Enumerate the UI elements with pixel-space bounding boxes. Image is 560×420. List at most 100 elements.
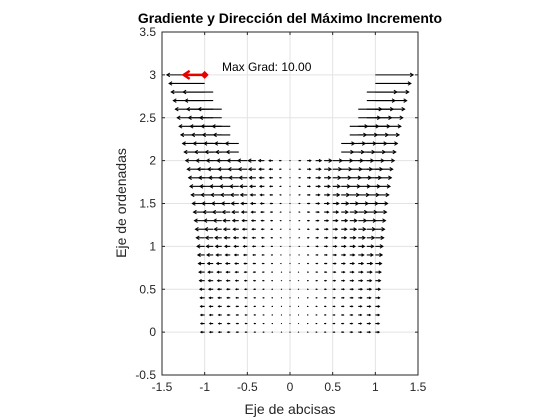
field-arrow-head xyxy=(235,331,238,334)
chart-title: Gradiente y Dirección del Máximo Increme… xyxy=(138,10,442,26)
field-arrow-head xyxy=(205,158,210,163)
field-arrow-head xyxy=(378,270,382,274)
field-arrow-head xyxy=(253,288,255,291)
field-arrow-head xyxy=(353,218,358,223)
field-arrow-head xyxy=(172,98,177,103)
field-arrow xyxy=(297,322,300,325)
field-arrow-head xyxy=(388,175,393,181)
field-arrow-head xyxy=(217,305,221,308)
field-arrow-head xyxy=(324,331,327,333)
field-arrow-head xyxy=(223,235,228,240)
field-arrow-head xyxy=(257,158,262,163)
field-arrow-head xyxy=(377,304,381,308)
field-arrow-head xyxy=(240,210,245,214)
field-arrow-head xyxy=(217,166,222,172)
field-arrow-head xyxy=(352,235,357,240)
field-arrow-head xyxy=(226,322,229,325)
field-arrow-head xyxy=(207,287,211,291)
field-arrow-head xyxy=(195,235,200,241)
y-tick-label: -0.5 xyxy=(135,368,156,382)
field-arrow-head xyxy=(351,313,354,317)
field-arrow xyxy=(280,331,283,333)
field-arrow-head xyxy=(243,270,246,274)
field-arrow-head xyxy=(225,288,229,291)
field-arrow-head xyxy=(409,72,415,78)
field-arrow-head xyxy=(214,244,219,249)
field-arrow-head xyxy=(369,279,373,283)
field-arrow-head xyxy=(343,236,348,240)
field-arrow xyxy=(289,185,291,187)
field-arrow-head xyxy=(253,296,256,299)
field-arrow-head xyxy=(244,322,247,325)
field-arrow-head xyxy=(392,149,397,155)
x-tick-label: 0.5 xyxy=(324,380,341,394)
field-arrow-head xyxy=(219,184,224,189)
field-arrow-head xyxy=(359,313,363,317)
field-arrow-head xyxy=(381,226,386,232)
field-arrow-head xyxy=(192,209,197,215)
field-arrow-head xyxy=(235,296,238,299)
tick-labels: -1.5 -1 -0.5 0 0.5 1 1.5 -0.5 0 0.5 1 1.5 2 2.5 3 3.5 xyxy=(135,25,426,394)
field-arrow-head xyxy=(369,261,374,266)
field-arrow-head xyxy=(250,210,254,214)
field-arrow-head xyxy=(214,235,218,240)
field-arrow-head xyxy=(216,287,220,291)
field-arrow-head xyxy=(395,132,401,138)
field-arrow-head xyxy=(328,167,333,172)
field-arrow xyxy=(280,305,283,307)
field-arrow-head xyxy=(351,322,354,325)
field-arrow-head xyxy=(244,314,247,316)
field-arrow-head xyxy=(199,296,203,300)
field-arrow-head xyxy=(212,218,217,223)
field-arrow-head xyxy=(217,330,221,334)
field-arrow-head xyxy=(385,192,390,198)
field-arrow-head xyxy=(202,209,207,215)
field-arrow-head xyxy=(216,279,220,283)
field-arrow-head xyxy=(307,245,310,248)
field-arrow-head xyxy=(279,185,281,188)
field-arrow-head xyxy=(389,166,394,172)
field-arrow-head xyxy=(207,175,213,181)
field-arrow-head xyxy=(333,314,336,316)
field-arrow-head xyxy=(269,185,272,188)
field-arrow-head xyxy=(351,288,355,291)
field-arrow-head xyxy=(363,218,368,223)
field-arrow-head xyxy=(261,279,264,282)
field-arrow-head xyxy=(405,89,410,95)
field-arrow-head xyxy=(317,228,320,231)
field-arrow-head xyxy=(370,244,375,249)
field-arrow xyxy=(280,322,283,325)
y-tick-label: 1.5 xyxy=(139,197,156,211)
field-arrow-head xyxy=(243,279,247,282)
field-arrow-head xyxy=(316,254,319,256)
field-arrow-head xyxy=(238,175,243,181)
field-arrow-head xyxy=(390,158,396,163)
field-arrow-head xyxy=(269,202,272,205)
field-arrow-head xyxy=(403,98,408,103)
field-arrow-head xyxy=(351,331,354,334)
field-arrow-head xyxy=(226,296,229,299)
field-arrow xyxy=(289,305,291,307)
field-arrow-head xyxy=(407,81,412,86)
field-arrow-head xyxy=(212,132,217,138)
field-arrow-head xyxy=(337,175,342,181)
field-arrow-head xyxy=(377,313,381,317)
field-arrow-head xyxy=(251,245,255,248)
y-tick-label: 3 xyxy=(149,68,156,82)
field-arrow-head xyxy=(241,219,245,223)
field-arrow-head xyxy=(318,167,322,171)
field-arrow-head xyxy=(217,296,220,300)
axes-box xyxy=(161,31,419,376)
field-arrow-head xyxy=(369,270,373,274)
field-arrow-head xyxy=(326,210,330,214)
field-arrow xyxy=(289,280,291,282)
field-arrow-head xyxy=(299,168,302,171)
field-arrow-head xyxy=(299,159,302,162)
field-arrow-head xyxy=(194,226,199,232)
field-arrow-head xyxy=(187,115,192,120)
field-arrow-head xyxy=(232,236,237,240)
field-arrow-head xyxy=(243,288,247,291)
field-arrow-head xyxy=(225,149,230,155)
field-arrow-head xyxy=(317,210,320,214)
